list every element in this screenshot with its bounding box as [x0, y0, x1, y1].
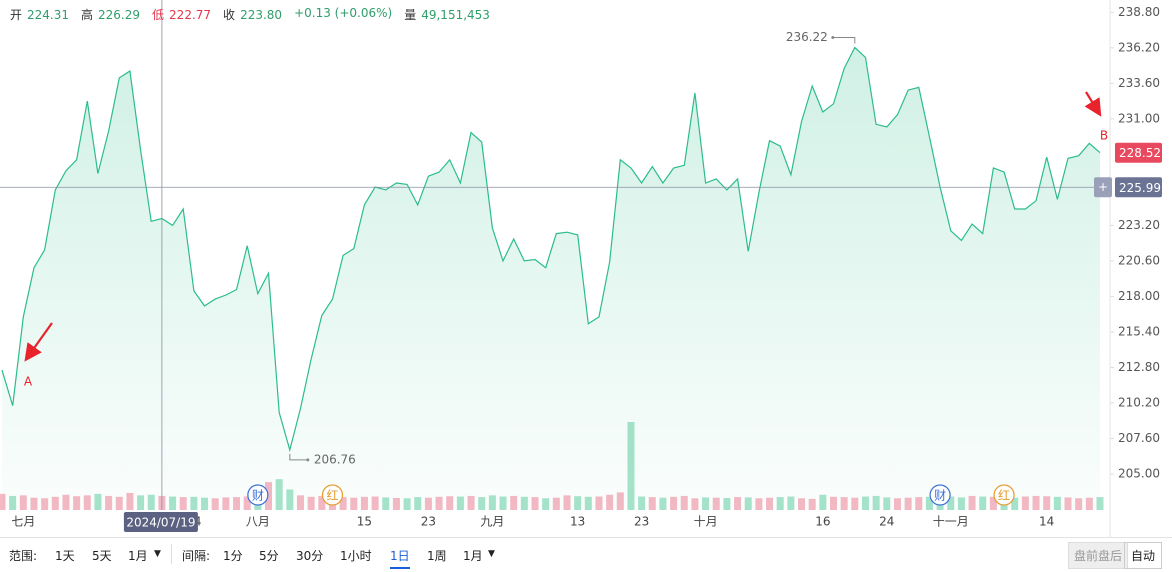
toolbar-button[interactable]: 1日 [390, 547, 410, 569]
event-marker [247, 484, 269, 506]
arrow-b [1084, 91, 1102, 117]
ohlc-label: 低 [152, 8, 165, 22]
ohlc-item: 量 49,151,453 [404, 6, 490, 23]
event-label: 红 [998, 488, 1010, 503]
ohlc-header: 开 224.31 高 226.29 低 222.77 收 223.80 +0.13 (+0.06… [10, 6, 490, 23]
annotation: B [1100, 129, 1108, 143]
x-tick-label: 15 [357, 515, 372, 529]
x-tick-label: 十月 [694, 515, 718, 529]
ohlc-value: 49,151,453 [421, 8, 490, 22]
y-tick-label: 223.20 [1118, 218, 1160, 232]
ohlc-item: 收 223.80 [223, 6, 282, 23]
event-label: 红 [326, 488, 338, 503]
event-label: 财 [934, 489, 946, 503]
arrow-a [24, 322, 53, 362]
event-marker [993, 484, 1015, 506]
toolbar-button[interactable]: 1分 [223, 549, 243, 563]
price-line [1, 46, 1101, 453]
ohlc-value: +0.13 (+0.06%) [294, 6, 393, 20]
min-pointer [289, 453, 308, 461]
ohlc-item: 高 226.29 [81, 6, 140, 23]
ohlc-item: 低 222.77 [152, 6, 211, 23]
toolbar-button[interactable]: 5天 [92, 549, 112, 563]
x-tick-label: 十一月 [933, 515, 969, 529]
toolbar-button[interactable]: 30分 [296, 549, 324, 563]
crosshair-date: 2024/07/19 [126, 516, 195, 530]
event-label: 财 [252, 489, 264, 503]
event-marker [321, 484, 344, 506]
y-tick-label: 236.20 [1118, 40, 1160, 54]
max-label: 236.22 [786, 30, 828, 44]
chart: 205.00 207.60 210.20 212.80 215.40 218.00 220.… [0, 0, 1162, 537]
ohlc-label: 高 [81, 8, 94, 22]
toolbar-label: 范围: [9, 549, 38, 563]
last-price: 228.52 [1119, 146, 1161, 160]
y-tick-label: 231.00 [1118, 111, 1160, 125]
add-button-icon: + [1098, 180, 1108, 194]
add-button [1094, 177, 1112, 198]
toolbar-button[interactable]: 自动 [1124, 542, 1163, 569]
toolbar-button[interactable]: 1小时 [340, 549, 372, 563]
x-tick-label: 九月 [480, 515, 504, 529]
price-area [2, 47, 1100, 510]
ohlc-value: 224.31 [27, 8, 70, 22]
ohlc-value: 223.80 [240, 8, 283, 22]
min-label: 206.76 [314, 452, 356, 466]
toolbar-button[interactable]: 盘前盘后 [1068, 542, 1129, 569]
dropdown-caret: ▼ [154, 549, 161, 559]
ohlc-label: 量 [404, 8, 417, 22]
x-tick-label: 14 [1039, 515, 1054, 529]
toolbar-button[interactable]: 1月 [128, 549, 148, 563]
x-tick-label: 七月 [11, 515, 35, 529]
toolbar: 范围: 1天 5天 1月 ▼ 间隔: 1分 5分 30分 1小时 1日 1周 1月 ▼ 盘前盘后 自动 [0, 537, 1172, 571]
y-tick-label: 210.20 [1118, 395, 1160, 409]
x-tick-label: 16 [815, 515, 830, 529]
x-tick-label: 23 [421, 515, 436, 529]
ohlc-value: 226.29 [98, 8, 141, 22]
y-tick-label: 215.40 [1118, 324, 1160, 338]
y-tick-label: 207.60 [1118, 431, 1160, 445]
ohlc-item: +0.13 (+0.06%) [294, 6, 392, 23]
x-tick-label: 13 [570, 515, 585, 529]
y-tick-label: 220.60 [1118, 253, 1160, 267]
crosshair-price: 225.99 [1119, 181, 1161, 195]
annotation: A [24, 375, 33, 389]
crosshair-date-box [123, 512, 198, 532]
toolbar-label: 间隔: [182, 549, 211, 563]
x-tick-label: 23 [634, 515, 649, 529]
toolbar-button[interactable]: 1月 [463, 549, 483, 563]
toolbar-button[interactable]: 5分 [259, 549, 279, 563]
ohlc-item: 开 224.31 [10, 6, 69, 23]
ohlc-label: 收 [223, 8, 236, 22]
event-marker [929, 484, 951, 506]
max-pointer [832, 37, 856, 44]
x-tick-label: 八月 [246, 515, 270, 529]
y-tick-label: 238.80 [1118, 5, 1160, 19]
separator [171, 544, 172, 564]
toolbar-button[interactable]: 1天 [55, 549, 75, 563]
y-tick-label: 205.00 [1118, 466, 1160, 480]
x-tick-label: 24 [879, 515, 894, 529]
y-tick-label: 218.00 [1118, 289, 1160, 303]
last-price-box [1115, 142, 1162, 163]
crosshair-price-box [1115, 177, 1162, 198]
ohlc-value: 222.77 [169, 8, 212, 22]
min-dot [306, 458, 310, 462]
y-tick-label: 212.80 [1118, 360, 1160, 374]
y-tick-label: 233.60 [1118, 76, 1160, 90]
toolbar-button[interactable]: 1周 [427, 549, 447, 563]
ohlc-label: 开 [10, 8, 23, 22]
max-dot [831, 36, 835, 40]
dropdown-caret: ▼ [488, 549, 495, 559]
